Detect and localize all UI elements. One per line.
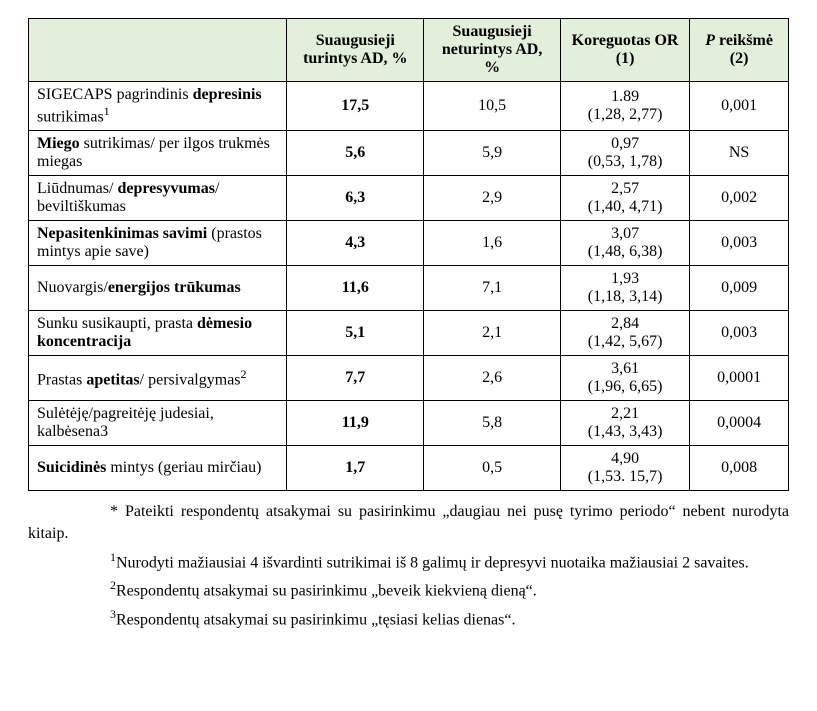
row-or: 1,93(1,18, 3,14) <box>560 266 689 311</box>
footnotes: * Pateikti respondentų atsakymai su pasi… <box>28 501 789 631</box>
header-without-ad: Suaugusieji neturintys AD, % <box>424 19 561 82</box>
table-row: SIGECAPS pagrindinis depresinis sutrikim… <box>29 82 789 131</box>
table-row: Sulėtėję/pagreitėję judesiai, kalbėsena3… <box>29 401 789 446</box>
row-or: 2,84(1,42, 5,67) <box>560 311 689 356</box>
row-without-ad: 7,1 <box>424 266 561 311</box>
row-without-ad: 0,5 <box>424 446 561 491</box>
row-without-ad: 2,1 <box>424 311 561 356</box>
row-p: 0,009 <box>690 266 789 311</box>
header-or: Koreguotas OR (1) <box>560 19 689 82</box>
row-p: 0,0004 <box>690 401 789 446</box>
data-table: Suaugusieji turintys AD, % Suaugusieji n… <box>28 18 789 491</box>
header-label <box>29 19 287 82</box>
row-with-ad: 11,6 <box>287 266 424 311</box>
table-row: Miego sutrikimas/ per ilgos trukmės mieg… <box>29 131 789 176</box>
row-with-ad: 1,7 <box>287 446 424 491</box>
row-p: 0,003 <box>690 311 789 356</box>
row-p: 0,002 <box>690 176 789 221</box>
header-p: P reikšmė (2) <box>690 19 789 82</box>
table-header: Suaugusieji turintys AD, % Suaugusieji n… <box>29 19 789 82</box>
row-or: 0,97(0,53, 1,78) <box>560 131 689 176</box>
row-without-ad: 2,6 <box>424 356 561 401</box>
row-or: 2,21(1,43, 3,43) <box>560 401 689 446</box>
table-row: Liūdnumas/ depresyvumas/ beviltiškumas6,… <box>29 176 789 221</box>
page-root: Suaugusieji turintys AD, % Suaugusieji n… <box>0 0 817 655</box>
row-label: Prastas apetitas/ persivalgymas2 <box>29 356 287 401</box>
table-row: Sunku susikaupti, prasta dėmesio koncent… <box>29 311 789 356</box>
row-or: 3,61(1,96, 6,65) <box>560 356 689 401</box>
table-body: SIGECAPS pagrindinis depresinis sutrikim… <box>29 82 789 491</box>
table-row: Prastas apetitas/ persivalgymas27,72,63,… <box>29 356 789 401</box>
row-label: Nepasitenkinimas savimi (prastos mintys … <box>29 221 287 266</box>
row-without-ad: 10,5 <box>424 82 561 131</box>
table-row: Suicidinės mintys (geriau mirčiau)1,70,5… <box>29 446 789 491</box>
row-label: Suicidinės mintys (geriau mirčiau) <box>29 446 287 491</box>
row-p: 0,003 <box>690 221 789 266</box>
row-with-ad: 11,9 <box>287 401 424 446</box>
row-without-ad: 2,9 <box>424 176 561 221</box>
row-with-ad: 5,1 <box>287 311 424 356</box>
row-label: Miego sutrikimas/ per ilgos trukmės mieg… <box>29 131 287 176</box>
row-or: 2,57(1,40, 4,71) <box>560 176 689 221</box>
footnote-3: 3Respondentų atsakymai su pasirinkimu „t… <box>28 606 789 631</box>
row-label: Nuovargis/energijos trūkumas <box>29 266 287 311</box>
row-with-ad: 6,3 <box>287 176 424 221</box>
row-or: 1.89(1,28, 2,77) <box>560 82 689 131</box>
row-or: 3,07(1,48, 6,38) <box>560 221 689 266</box>
table-row: Nepasitenkinimas savimi (prastos mintys … <box>29 221 789 266</box>
footnote-2: 2Respondentų atsakymai su pasirinkimu „b… <box>28 577 789 602</box>
row-label: SIGECAPS pagrindinis depresinis sutrikim… <box>29 82 287 131</box>
row-p: 0,008 <box>690 446 789 491</box>
row-label: Liūdnumas/ depresyvumas/ beviltiškumas <box>29 176 287 221</box>
row-without-ad: 5,8 <box>424 401 561 446</box>
header-with-ad: Suaugusieji turintys AD, % <box>287 19 424 82</box>
row-p: 0,0001 <box>690 356 789 401</box>
footnote-star: * Pateikti respondentų atsakymai su pasi… <box>28 501 789 544</box>
row-label: Sunku susikaupti, prasta dėmesio koncent… <box>29 311 287 356</box>
table-row: Nuovargis/energijos trūkumas11,67,11,93(… <box>29 266 789 311</box>
row-with-ad: 17,5 <box>287 82 424 131</box>
row-with-ad: 4,3 <box>287 221 424 266</box>
row-without-ad: 1,6 <box>424 221 561 266</box>
footnote-1: 1Nurodyti mažiausiai 4 išvardinti sutrik… <box>28 549 789 574</box>
row-label: Sulėtėję/pagreitėję judesiai, kalbėsena3 <box>29 401 287 446</box>
row-with-ad: 5,6 <box>287 131 424 176</box>
row-with-ad: 7,7 <box>287 356 424 401</box>
row-p: NS <box>690 131 789 176</box>
row-or: 4,90(1,53. 15,7) <box>560 446 689 491</box>
header-row: Suaugusieji turintys AD, % Suaugusieji n… <box>29 19 789 82</box>
row-without-ad: 5,9 <box>424 131 561 176</box>
row-p: 0,001 <box>690 82 789 131</box>
